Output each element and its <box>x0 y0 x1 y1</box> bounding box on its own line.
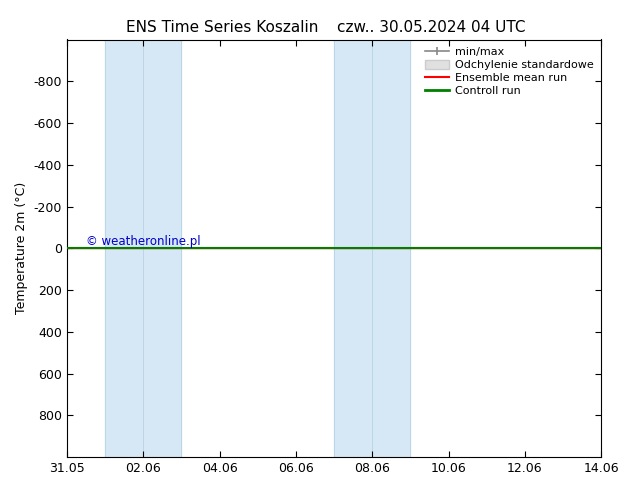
Text: czw.. 30.05.2024 04 UTC: czw.. 30.05.2024 04 UTC <box>337 20 526 35</box>
Bar <box>105 40 181 457</box>
Y-axis label: Temperature 2m (°C): Temperature 2m (°C) <box>15 182 28 315</box>
Text: ENS Time Series Koszalin: ENS Time Series Koszalin <box>126 20 318 35</box>
Text: © weatheronline.pl: © weatheronline.pl <box>86 235 200 248</box>
Bar <box>334 40 410 457</box>
Legend: min/max, Odchylenie standardowe, Ensemble mean run, Controll run: min/max, Odchylenie standardowe, Ensembl… <box>422 45 595 98</box>
